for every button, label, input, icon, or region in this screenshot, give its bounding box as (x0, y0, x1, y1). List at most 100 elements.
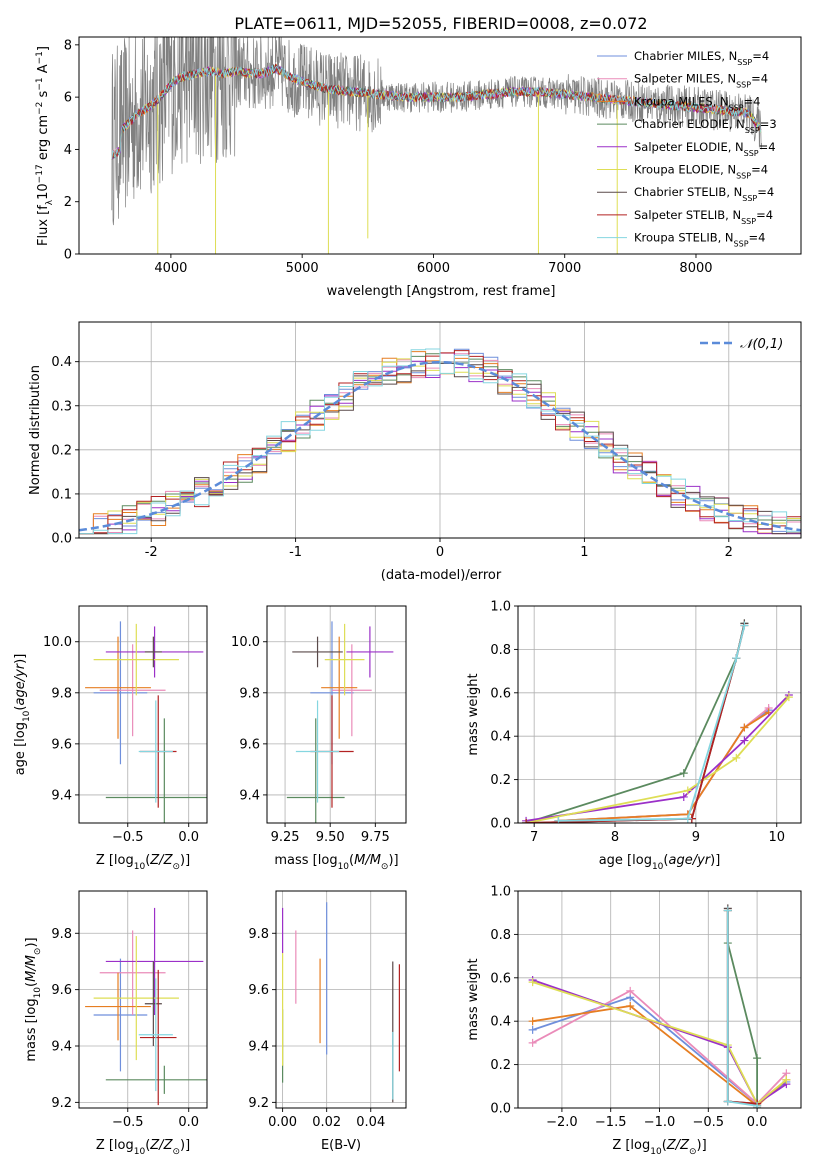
weight-marker (683, 814, 692, 823)
y-tick-label: 0.4 (51, 355, 72, 370)
y-tick-label: 9.6 (51, 983, 72, 998)
weight-line (525, 696, 790, 823)
x-tick-label: 0.00 (268, 1115, 297, 1130)
model-spectrum-line (111, 63, 762, 160)
y-axis-label: mass [log10(M/M⊙)] (24, 937, 43, 1061)
plot-area-mass-vs-ebv (282, 902, 400, 1103)
weight-line (526, 623, 746, 823)
x-tick-label: 9.75 (361, 830, 390, 845)
weight-marker (782, 1075, 791, 1084)
x-axis-label: Z [log10(Z/Z⊙)] (96, 853, 190, 872)
y-axis-label: Flux [fλ10−17 erg cm−2 s−1 A−1] (35, 46, 55, 246)
x-axis-label: wavelength [Angstrom, rest frame] (327, 284, 556, 299)
weight-marker (740, 736, 749, 745)
x-axis-label: age [log10(age/yr)] (599, 853, 721, 872)
weight-marker (723, 906, 732, 915)
weight-line (558, 709, 770, 822)
y-tick-label: 2 (64, 195, 72, 210)
y-tick-label: 9.8 (51, 927, 72, 942)
x-tick-label: 9.25 (271, 830, 300, 845)
weight-line (726, 910, 758, 1108)
weight-marker (732, 753, 741, 762)
weight-line (525, 623, 746, 823)
y-tick-label: 0.4 (490, 1015, 511, 1030)
x-tick-label: 1 (580, 545, 588, 560)
weight-line (726, 910, 758, 1108)
plot-area-weight-vs-Z (528, 904, 791, 1108)
x-tick-label: −1.0 (644, 1115, 676, 1130)
y-tick-label: 0.8 (490, 928, 511, 943)
x-tick-label: 0.02 (312, 1115, 341, 1130)
weight-marker (740, 621, 749, 630)
panel-weight-vs-age: 7 8 9 10 0.0 0.2 0.4 0.6 0.8 1.0 age [log10(age/yr… (466, 600, 802, 872)
weight-marker (528, 1025, 537, 1034)
y-tick-label: 9.6 (51, 737, 72, 752)
legend-entry: Salpeter STELIB, NSSP=4 (634, 208, 773, 226)
residual-histogram-series (79, 348, 801, 535)
x-tick-label: 4000 (154, 261, 187, 276)
weight-marker (753, 1104, 762, 1108)
panel-mass-vs-ebv: 0.00 0.02 0.04 9.2 9.4 9.6 9.8 (248, 890, 407, 1130)
panel-age-vs-Z: −0.5 0.0 9.4 9.6 9.8 10.0 Z [log10(Z/Z⊙)] age [… (13, 605, 208, 872)
y-tick-label: 9.8 (248, 927, 269, 942)
weight-marker (626, 986, 635, 995)
y-tick-label: 9.2 (248, 1096, 269, 1111)
weight-marker (554, 816, 563, 823)
legend-entry: Chabrier MILES, NSSP=4 (634, 49, 769, 67)
y-tick-label: 0.6 (490, 971, 511, 986)
plot-area-age-vs-mass (286, 621, 394, 823)
weight-marker (679, 792, 688, 801)
y-tick-label: 9.4 (51, 1040, 72, 1055)
legend-entry: Salpeter ELODIE, NSSP=4 (634, 140, 776, 158)
axes-frame (517, 605, 802, 824)
y-tick-label: 9.4 (239, 788, 260, 803)
x-tick-label: 8000 (679, 261, 712, 276)
y-tick-label: 1.0 (490, 600, 511, 615)
weight-line (532, 989, 788, 1105)
panel-age-vs-mass: 9.25 9.50 9.75 9.4 9.6 9.8 10.0 mass [log10(M/M… (231, 605, 407, 872)
plot-area-residuals (79, 348, 801, 535)
x-tick-label: 0.0 (747, 1115, 768, 1130)
y-axis-label: age [log10(age/yr)] (13, 654, 32, 776)
y-tick-label: 6 (64, 91, 72, 106)
legend-entry: Chabrier ELODIE, NSSP=3 (634, 117, 777, 135)
weight-marker (626, 1002, 635, 1011)
y-tick-label: 9.6 (248, 983, 269, 998)
weight-marker (784, 693, 793, 702)
y-tick-label: 10.0 (43, 635, 72, 650)
x-tick-label: 7000 (548, 261, 581, 276)
x-tick-label: −0.5 (693, 1115, 725, 1130)
weight-marker (740, 723, 749, 732)
axes-frame (275, 890, 407, 1109)
weight-line (532, 981, 787, 1106)
x-axis-label: mass [log10(M/M⊙)] (274, 853, 398, 872)
x-tick-label: -1 (289, 545, 302, 560)
weight-line (525, 694, 790, 822)
x-tick-label: -2 (145, 545, 158, 560)
x-tick-label: 0 (436, 545, 444, 560)
x-tick-label: 0.0 (178, 1115, 199, 1130)
legend-entry: Kroupa STELIB, NSSP=4 (634, 231, 765, 249)
x-tick-label: 8 (611, 830, 619, 845)
y-tick-label: 9.4 (51, 788, 72, 803)
legend: 𝒩(0,1) (700, 337, 783, 352)
legend-entry: 𝒩(0,1) (740, 337, 783, 352)
x-tick-label: 9 (692, 830, 700, 845)
weight-line (526, 625, 746, 823)
weight-marker (683, 786, 692, 795)
y-tick-label: 0.6 (490, 686, 511, 701)
x-tick-label: −1.5 (595, 1115, 627, 1130)
observed-spectrum (111, 37, 762, 226)
plot-area-weight-vs-age (522, 619, 793, 823)
x-axis-label: E(B-V) (321, 1138, 361, 1153)
x-tick-label: 6000 (417, 261, 450, 276)
legend-entry: Kroupa MILES, NSSP=4 (634, 94, 760, 112)
weight-marker (522, 819, 531, 823)
plot-area-mass-vs-Z (85, 907, 207, 1106)
axes-frame (78, 36, 802, 255)
y-tick-label: 0.0 (490, 817, 511, 832)
x-tick-label: 7 (530, 830, 538, 845)
weight-marker (723, 1097, 732, 1106)
weight-marker (753, 1054, 762, 1063)
